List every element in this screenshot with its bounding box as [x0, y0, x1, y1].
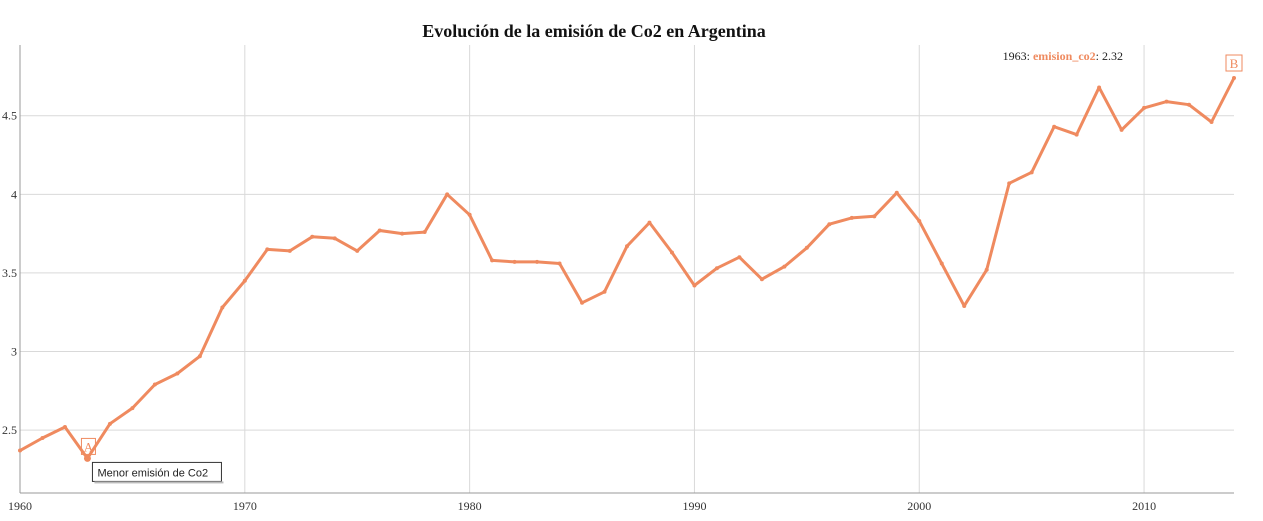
data-point	[130, 406, 135, 411]
data-point	[602, 289, 607, 294]
x-tick-label: 1960	[8, 499, 32, 513]
data-point	[917, 219, 922, 224]
data-point	[1029, 170, 1034, 175]
data-point	[242, 278, 247, 283]
data-point	[894, 190, 899, 195]
y-tick-label: 2.5	[2, 423, 17, 437]
data-point	[377, 228, 382, 233]
y-tick-label: 4.5	[2, 109, 17, 123]
data-point	[287, 248, 292, 253]
data-point	[1097, 85, 1102, 90]
data-point	[467, 212, 472, 217]
grid-layer	[20, 45, 1234, 493]
data-point	[557, 261, 562, 266]
marker-label-b: B	[1230, 56, 1239, 71]
data-point	[1187, 102, 1192, 107]
data-point	[490, 258, 495, 263]
y-tick-label: 4	[11, 187, 17, 201]
data-point	[804, 245, 809, 250]
hover-colon-1: :	[1027, 49, 1033, 63]
data-point	[62, 424, 67, 429]
marker-box-a	[80, 437, 96, 455]
data-point	[1074, 132, 1079, 137]
data-point	[1164, 99, 1169, 104]
axis-layer: 1960 1970 1980 1990 2000 2010 2.5 3 3.5 4 4.5	[2, 45, 1234, 513]
data-point	[782, 264, 787, 269]
data-point	[669, 250, 674, 255]
marker-label-a: A	[84, 439, 94, 454]
data-point	[107, 421, 112, 426]
data-point	[580, 300, 585, 305]
data-point	[737, 255, 742, 260]
y-tick-label: 3.5	[2, 266, 17, 280]
data-point	[1232, 76, 1236, 81]
data-point	[692, 283, 697, 288]
x-tick-label: 1990	[682, 499, 706, 513]
data-point	[827, 222, 832, 227]
data-point	[535, 259, 540, 264]
data-point	[40, 435, 45, 440]
data-point	[647, 220, 652, 225]
series-line-emision_co2	[18, 76, 1236, 460]
hover-series-name: emision_co2	[1033, 49, 1096, 63]
annotation-shadow	[94, 481, 224, 484]
marker-box-b	[1225, 54, 1243, 72]
hover-value: 2.32	[1102, 49, 1123, 63]
data-point	[872, 214, 877, 219]
data-point	[422, 230, 427, 235]
x-tick-label: 2000	[907, 499, 931, 513]
data-point	[175, 371, 180, 376]
data-point	[759, 277, 764, 282]
data-point	[962, 303, 967, 308]
data-point	[18, 448, 22, 453]
data-point	[220, 305, 225, 310]
data-point	[197, 354, 202, 359]
data-point	[310, 234, 315, 239]
data-point	[1052, 124, 1057, 129]
data-point	[265, 247, 270, 252]
chart-title: Evolución de la emisión de Co2 en Argent…	[422, 21, 766, 41]
hover-readout: 1963: emision_co2: 2.32	[1003, 49, 1123, 63]
data-point	[849, 215, 854, 220]
x-tick-label: 1980	[458, 499, 482, 513]
data-point	[512, 259, 517, 264]
hover-colon-2: :	[1096, 49, 1102, 63]
data-point	[332, 236, 337, 241]
data-point	[1209, 120, 1214, 125]
y-tick-label: 3	[11, 345, 17, 359]
data-point	[400, 231, 405, 236]
data-point	[984, 267, 989, 272]
data-point	[939, 261, 944, 266]
highlight-point	[83, 454, 91, 462]
data-point	[1007, 181, 1012, 186]
data-point	[714, 266, 719, 271]
data-point	[445, 192, 450, 197]
series-layer	[18, 76, 1236, 461]
data-point	[1119, 127, 1124, 132]
data-point	[355, 248, 360, 253]
annotation-layer: A Menor emisión de Co2 B	[80, 54, 1243, 484]
data-point	[625, 244, 629, 249]
x-tick-label: 2010	[1132, 499, 1156, 513]
hover-year: 1963	[1003, 49, 1027, 63]
x-tick-label: 1970	[233, 499, 257, 513]
data-point	[152, 382, 157, 387]
annotation-text: Menor emisión de Co2	[97, 467, 208, 479]
data-point	[1142, 105, 1147, 110]
